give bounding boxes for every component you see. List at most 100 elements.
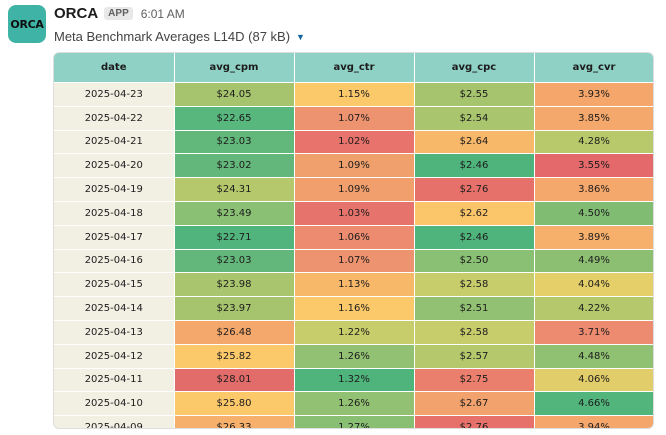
cell-date: 2025-04-18 bbox=[54, 201, 175, 226]
cell-date: 2025-04-20 bbox=[54, 153, 175, 179]
cell-avg-ctr: 1.27% bbox=[294, 415, 415, 428]
cell-avg-ctr: 1.09% bbox=[294, 153, 415, 179]
cell-avg-cpm: $25.82 bbox=[174, 344, 295, 369]
cell-avg-cpc: $2.76 bbox=[414, 415, 535, 428]
table-row: 2025-04-09 $26.33 1.27% $2.76 3.94% bbox=[54, 415, 653, 428]
cell-avg-cpc: $2.50 bbox=[414, 249, 535, 274]
table-row: 2025-04-15 $23.98 1.13% $2.58 4.04% bbox=[54, 272, 653, 298]
table-row: 2025-04-21 $23.03 1.02% $2.64 4.28% bbox=[54, 130, 653, 155]
table-row: 2025-04-23 $24.05 1.15% $2.55 3.93% bbox=[54, 82, 653, 107]
cell-avg-cpm: $26.33 bbox=[174, 415, 295, 428]
cell-date: 2025-04-16 bbox=[54, 249, 175, 274]
column-header-avg-cpc: avg_cpc bbox=[414, 53, 535, 83]
table-row: 2025-04-16 $23.03 1.07% $2.50 4.49% bbox=[54, 249, 653, 274]
attachment-title[interactable]: Meta Benchmark Averages L14D (87 kB) bbox=[54, 29, 291, 44]
cell-avg-cpm: $23.49 bbox=[174, 201, 295, 226]
cell-avg-cpc: $2.54 bbox=[414, 106, 535, 131]
cell-date: 2025-04-17 bbox=[54, 225, 175, 250]
column-header-avg-cpm: avg_cpm bbox=[174, 53, 295, 83]
cell-avg-cpm: $23.03 bbox=[174, 249, 295, 274]
cell-avg-cpc: $2.46 bbox=[414, 225, 535, 250]
cell-avg-cvr: 3.86% bbox=[534, 177, 653, 202]
column-header-date: date bbox=[54, 53, 175, 83]
cell-avg-cvr: 3.93% bbox=[534, 82, 653, 107]
table-row: 2025-04-10 $25.80 1.26% $2.67 4.66% bbox=[54, 391, 653, 417]
cell-avg-ctr: 1.26% bbox=[294, 391, 415, 417]
cell-date: 2025-04-14 bbox=[54, 296, 175, 321]
table-header-row: date avg_cpm avg_ctr avg_cpc avg_cvr bbox=[54, 53, 653, 83]
cell-avg-cpm: $23.03 bbox=[174, 130, 295, 155]
cell-avg-ctr: 1.02% bbox=[294, 130, 415, 155]
table-row: 2025-04-22 $22.65 1.07% $2.54 3.85% bbox=[54, 106, 653, 131]
cell-avg-cvr: 4.06% bbox=[534, 368, 653, 393]
cell-avg-cvr: 4.22% bbox=[534, 296, 653, 321]
cell-avg-cpm: $26.48 bbox=[174, 320, 295, 345]
cell-avg-cvr: 3.94% bbox=[534, 415, 653, 428]
avatar-label: ORCA bbox=[10, 17, 44, 31]
message-header: ORCA APP 6:01 AM bbox=[54, 5, 185, 22]
cell-avg-cpc: $2.76 bbox=[414, 177, 535, 202]
cell-avg-cpm: $22.65 bbox=[174, 106, 295, 131]
cell-avg-ctr: 1.03% bbox=[294, 201, 415, 226]
cell-avg-cvr: 3.89% bbox=[534, 225, 653, 250]
cell-avg-cpc: $2.46 bbox=[414, 153, 535, 179]
table-row: 2025-04-14 $23.97 1.16% $2.51 4.22% bbox=[54, 296, 653, 321]
cell-avg-cvr: 4.50% bbox=[534, 201, 653, 226]
benchmark-table: date avg_cpm avg_ctr avg_cpc avg_cvr 202… bbox=[54, 53, 653, 428]
cell-avg-ctr: 1.26% bbox=[294, 344, 415, 369]
table-row: 2025-04-11 $28.01 1.32% $2.75 4.06% bbox=[54, 368, 653, 393]
cell-avg-cpc: $2.67 bbox=[414, 391, 535, 417]
cell-date: 2025-04-12 bbox=[54, 344, 175, 369]
table-body: 2025-04-23 $24.05 1.15% $2.55 3.93% 2025-04-2… bbox=[54, 82, 653, 428]
cell-avg-cpm: $24.31 bbox=[174, 177, 295, 202]
cell-avg-cpm: $22.71 bbox=[174, 225, 295, 250]
cell-avg-cpm: $25.80 bbox=[174, 391, 295, 417]
cell-avg-cpc: $2.57 bbox=[414, 344, 535, 369]
cell-avg-cvr: 3.85% bbox=[534, 106, 653, 131]
cell-avg-ctr: 1.13% bbox=[294, 272, 415, 298]
cell-date: 2025-04-23 bbox=[54, 82, 175, 107]
cell-avg-cpc: $2.55 bbox=[414, 82, 535, 107]
cell-avg-cpm: $24.05 bbox=[174, 82, 295, 107]
column-header-avg-cvr: avg_cvr bbox=[534, 53, 653, 83]
cell-avg-cpc: $2.58 bbox=[414, 272, 535, 298]
cell-avg-cvr: 4.49% bbox=[534, 249, 653, 274]
cell-avg-cvr: 4.04% bbox=[534, 272, 653, 298]
cell-avg-cpc: $2.64 bbox=[414, 130, 535, 155]
table-row: 2025-04-17 $22.71 1.06% $2.46 3.89% bbox=[54, 225, 653, 250]
column-header-avg-ctr: avg_ctr bbox=[294, 53, 415, 83]
cell-date: 2025-04-10 bbox=[54, 391, 175, 417]
cell-avg-cpc: $2.51 bbox=[414, 296, 535, 321]
cell-avg-ctr: 1.09% bbox=[294, 177, 415, 202]
caret-down-icon[interactable]: ▼ bbox=[296, 31, 305, 42]
table-row: 2025-04-20 $23.02 1.09% $2.46 3.55% bbox=[54, 153, 653, 179]
app-badge: APP bbox=[104, 7, 133, 20]
cell-avg-cpm: $28.01 bbox=[174, 368, 295, 393]
cell-avg-ctr: 1.32% bbox=[294, 368, 415, 393]
cell-date: 2025-04-13 bbox=[54, 320, 175, 345]
table-row: 2025-04-19 $24.31 1.09% $2.76 3.86% bbox=[54, 177, 653, 202]
cell-date: 2025-04-22 bbox=[54, 106, 175, 131]
message-timestamp[interactable]: 6:01 AM bbox=[140, 6, 185, 21]
cell-avg-ctr: 1.07% bbox=[294, 249, 415, 274]
cell-avg-cvr: 4.48% bbox=[534, 344, 653, 369]
cell-avg-cpc: $2.58 bbox=[414, 320, 535, 345]
cell-avg-ctr: 1.07% bbox=[294, 106, 415, 131]
cell-avg-cpc: $2.62 bbox=[414, 201, 535, 226]
cell-avg-cpm: $23.98 bbox=[174, 272, 295, 298]
cell-avg-cpc: $2.75 bbox=[414, 368, 535, 393]
cell-avg-cvr: 3.71% bbox=[534, 320, 653, 345]
cell-avg-ctr: 1.22% bbox=[294, 320, 415, 345]
cell-date: 2025-04-21 bbox=[54, 130, 175, 155]
cell-avg-cpm: $23.02 bbox=[174, 153, 295, 179]
cell-date: 2025-04-15 bbox=[54, 272, 175, 298]
cell-avg-cvr: 3.55% bbox=[534, 153, 653, 179]
bot-name[interactable]: ORCA bbox=[54, 5, 99, 22]
table-row: 2025-04-13 $26.48 1.22% $2.58 3.71% bbox=[54, 320, 653, 345]
attachment-image[interactable]: date avg_cpm avg_ctr avg_cpc avg_cvr 202… bbox=[53, 52, 654, 429]
attachment-title-row[interactable]: Meta Benchmark Averages L14D (87 kB) ▼ bbox=[54, 29, 305, 44]
table-row: 2025-04-12 $25.82 1.26% $2.57 4.48% bbox=[54, 344, 653, 369]
bot-avatar[interactable]: ORCA bbox=[8, 5, 46, 43]
cell-date: 2025-04-19 bbox=[54, 177, 175, 202]
cell-date: 2025-04-11 bbox=[54, 368, 175, 393]
